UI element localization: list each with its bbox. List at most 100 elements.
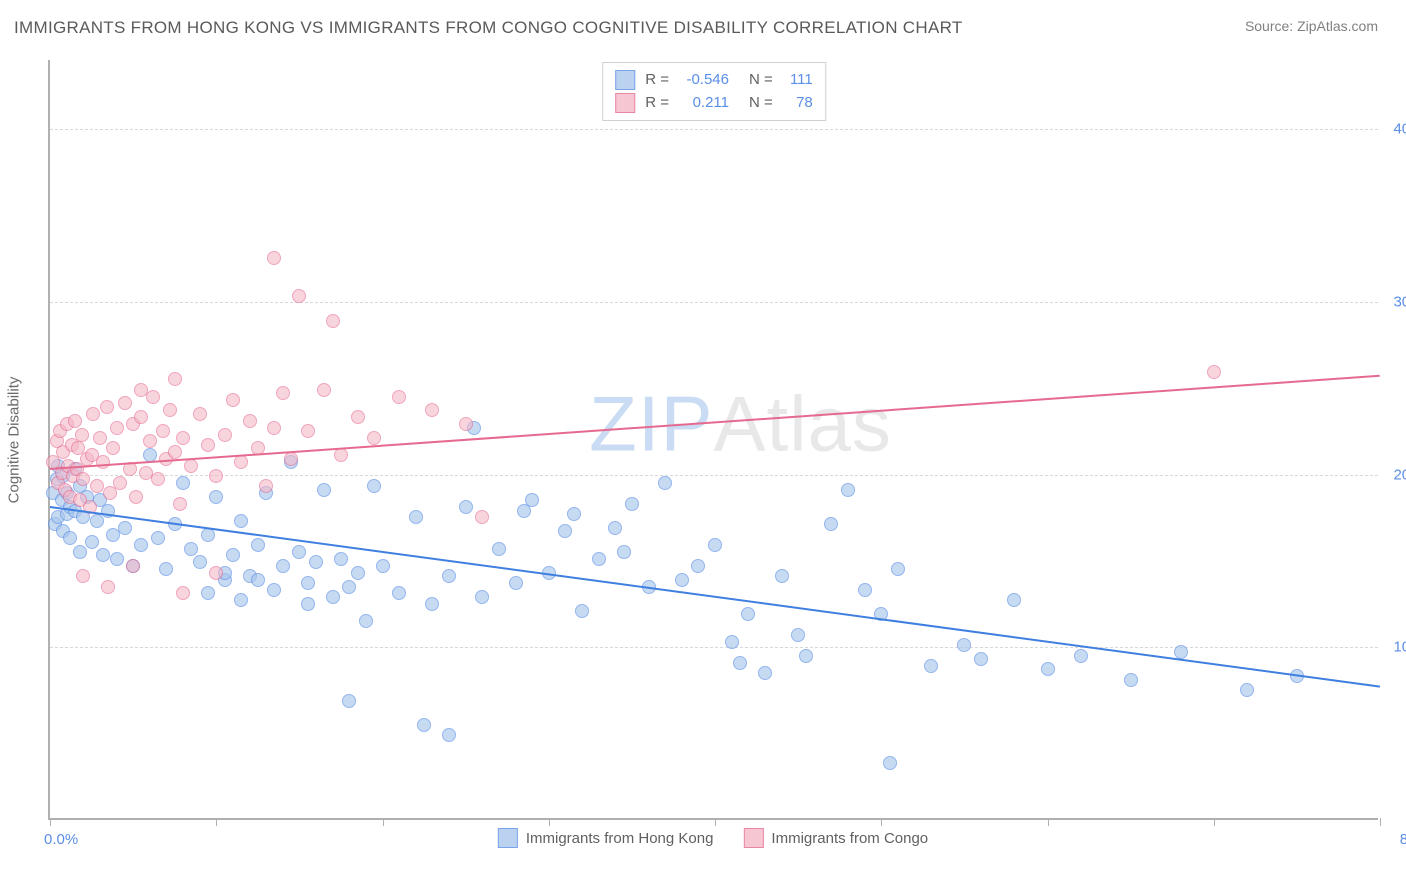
data-point (259, 479, 273, 493)
data-point (276, 559, 290, 573)
data-point (146, 390, 160, 404)
legend-n-value: 78 (783, 92, 813, 115)
data-point (118, 396, 132, 410)
data-point (193, 555, 207, 569)
data-point (251, 538, 265, 552)
data-point (151, 472, 165, 486)
data-point (292, 545, 306, 559)
data-point (75, 428, 89, 442)
data-point (301, 576, 315, 590)
data-point (1007, 593, 1021, 607)
x-tick (1214, 818, 1215, 826)
x-tick (881, 818, 882, 826)
data-point (359, 614, 373, 628)
data-point (209, 490, 223, 504)
data-point (376, 559, 390, 573)
watermark-suffix: Atlas (714, 379, 892, 467)
data-point (163, 403, 177, 417)
legend-r-label: R = (645, 69, 669, 92)
data-point (891, 562, 905, 576)
gridline-h (50, 302, 1378, 303)
y-tick-label: 20.0% (1393, 466, 1406, 483)
data-point (957, 638, 971, 652)
data-point (334, 552, 348, 566)
data-point (93, 431, 107, 445)
data-point (134, 383, 148, 397)
data-point (168, 445, 182, 459)
data-point (326, 314, 340, 328)
data-point (799, 649, 813, 663)
legend-n-value: 111 (783, 69, 813, 92)
legend-swatch (498, 828, 518, 848)
data-point (156, 424, 170, 438)
data-point (858, 583, 872, 597)
data-point (173, 497, 187, 511)
data-point (592, 552, 606, 566)
data-point (63, 531, 77, 545)
data-point (76, 472, 90, 486)
data-point (775, 569, 789, 583)
correlation-legend: R =-0.546N =111R =0.211N =78 (602, 62, 826, 121)
data-point (129, 490, 143, 504)
data-point (924, 659, 938, 673)
data-point (824, 517, 838, 531)
data-point (292, 289, 306, 303)
data-point (351, 410, 365, 424)
legend-r-value: -0.546 (679, 69, 729, 92)
data-point (209, 566, 223, 580)
data-point (367, 479, 381, 493)
data-point (791, 628, 805, 642)
data-point (351, 566, 365, 580)
legend-n-label: N = (749, 69, 773, 92)
data-point (76, 569, 90, 583)
data-point (841, 483, 855, 497)
gridline-h (50, 475, 1378, 476)
data-point (184, 542, 198, 556)
data-point (733, 656, 747, 670)
data-point (234, 593, 248, 607)
data-point (492, 542, 506, 556)
series-legend-item: Immigrants from Congo (743, 828, 928, 848)
x-tick (216, 818, 217, 826)
data-point (567, 507, 581, 521)
data-point (658, 476, 672, 490)
source-attribution: Source: ZipAtlas.com (1245, 18, 1378, 34)
data-point (509, 576, 523, 590)
data-point (525, 493, 539, 507)
data-point (151, 531, 165, 545)
data-point (126, 559, 140, 573)
data-point (118, 521, 132, 535)
data-point (68, 414, 82, 428)
data-point (675, 573, 689, 587)
data-point (96, 548, 110, 562)
data-point (1041, 662, 1055, 676)
data-point (741, 607, 755, 621)
y-axis-label: Cognitive Disability (6, 377, 23, 504)
data-point (708, 538, 722, 552)
data-point (425, 597, 439, 611)
data-point (100, 400, 114, 414)
data-point (101, 580, 115, 594)
data-point (143, 434, 157, 448)
legend-swatch (615, 93, 635, 113)
legend-row: R =0.211N =78 (615, 92, 813, 115)
data-point (758, 666, 772, 680)
data-point (442, 569, 456, 583)
data-point (309, 555, 323, 569)
data-point (267, 251, 281, 265)
data-point (110, 421, 124, 435)
data-point (201, 586, 215, 600)
data-point (342, 580, 356, 594)
data-point (234, 514, 248, 528)
data-point (425, 403, 439, 417)
data-point (176, 476, 190, 490)
data-point (459, 417, 473, 431)
plot-container: Cognitive Disability ZIPAtlas R =-0.546N… (48, 60, 1378, 820)
x-tick (549, 818, 550, 826)
data-point (243, 414, 257, 428)
data-point (96, 455, 110, 469)
legend-r-label: R = (645, 92, 669, 115)
data-point (176, 431, 190, 445)
legend-n-label: N = (749, 92, 773, 115)
data-point (392, 390, 406, 404)
